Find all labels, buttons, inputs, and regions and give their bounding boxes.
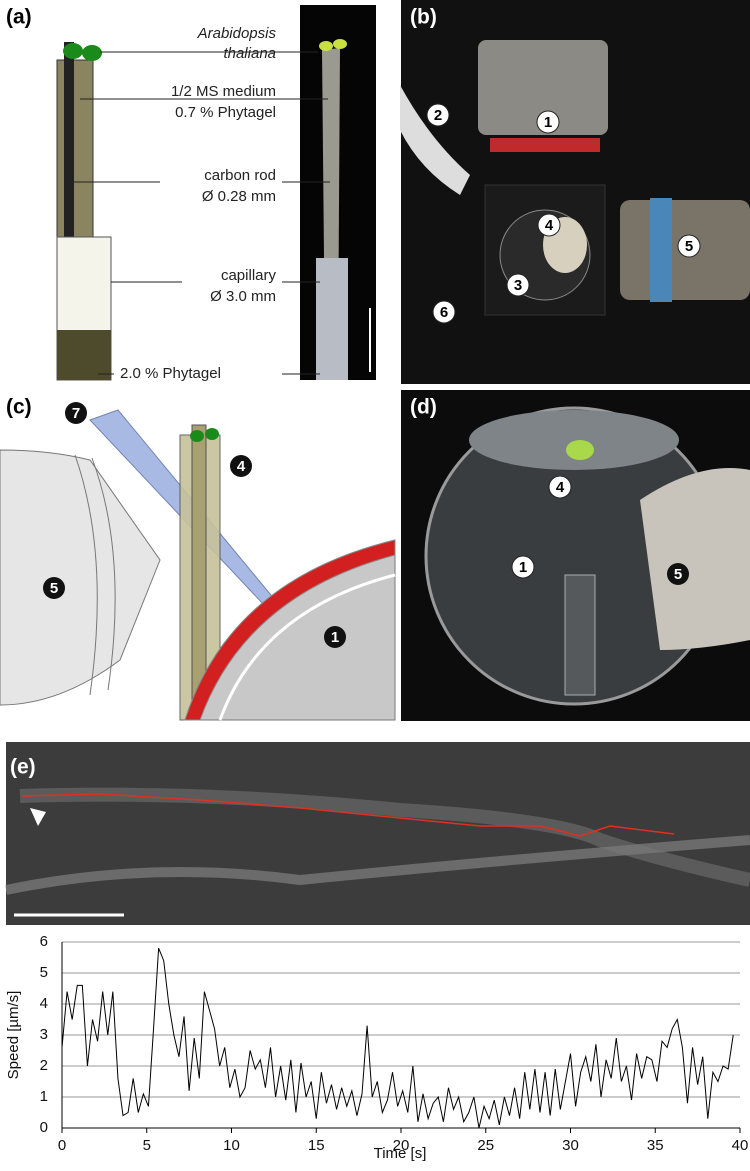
y-tick-label: 1 (40, 1088, 48, 1105)
panel-b: (b) 1 2 4 3 5 6 (400, 0, 750, 384)
marker: 1 (537, 111, 559, 133)
y-tick-label: 2 (40, 1057, 48, 1074)
marker: 4 (230, 455, 252, 477)
marker-label: 1 (331, 629, 339, 646)
marker-label: 4 (545, 217, 554, 234)
x-tick-label: 5 (143, 1137, 151, 1154)
panel-label: (d) (410, 396, 437, 419)
annotation: Ø 0.28 mm (202, 188, 276, 205)
marker: 6 (433, 301, 455, 323)
marker: 5 (43, 577, 65, 599)
marker: 1 (512, 556, 534, 578)
x-tick-label: 10 (223, 1137, 240, 1154)
marker-label: 5 (50, 580, 58, 597)
leaf (190, 430, 204, 442)
panel-a: Arabidopsis thaliana 1/2 MS medium 0.7 %… (6, 5, 376, 382)
x-tick-label: 20 (393, 1137, 410, 1154)
marker: 2 (427, 104, 449, 126)
objective-ring (490, 138, 600, 152)
leaf (63, 43, 83, 59)
panel-label: (c) (6, 396, 32, 419)
annotation: 0.7 % Phytagel (175, 104, 276, 121)
marker: 4 (538, 214, 560, 236)
leaf-photo (319, 41, 333, 51)
y-tick-label: 0 (40, 1119, 48, 1136)
x-tick-label: 0 (58, 1137, 66, 1154)
marker: 5 (667, 563, 689, 585)
annotation: thaliana (223, 45, 276, 62)
meniscus (469, 410, 679, 470)
capillary (565, 575, 595, 695)
annotation: Arabidopsis (197, 25, 277, 42)
panel-label: (e) (10, 756, 36, 779)
x-tick-label: 25 (477, 1137, 494, 1154)
y-tick-label: 3 (40, 1026, 48, 1043)
y-tick-label: 4 (40, 995, 48, 1012)
marker-label: 7 (72, 405, 80, 422)
marker-label: 4 (237, 458, 246, 475)
panel-e: (e) (6, 742, 750, 925)
panel-label: (b) (410, 6, 437, 29)
objective-ring (650, 198, 672, 302)
annotation: capillary (221, 267, 277, 284)
marker-label: 4 (556, 479, 565, 496)
marker: 1 (324, 626, 346, 648)
figure: Arabidopsis thaliana 1/2 MS medium 0.7 %… (0, 0, 750, 1166)
leaf (205, 428, 219, 440)
leaf-photo (333, 39, 347, 49)
marker: 4 (549, 476, 571, 498)
gel (57, 330, 111, 380)
x-tick-label: 15 (308, 1137, 325, 1154)
marker-label: 2 (434, 107, 442, 124)
y-axis-label: Speed [µm/s] (5, 991, 22, 1080)
speed-line (62, 948, 733, 1128)
marker-label: 5 (685, 238, 693, 255)
y-tick-label: 6 (40, 933, 48, 950)
annotation: Ø 3.0 mm (210, 288, 276, 305)
annotation: 2.0 % Phytagel (120, 365, 221, 382)
x-tick-label: 35 (647, 1137, 664, 1154)
seedling (566, 440, 594, 460)
marker: 3 (507, 274, 529, 296)
annotation: 1/2 MS medium (171, 83, 276, 100)
marker-label: 1 (519, 559, 527, 576)
y-tick-label: 5 (40, 964, 48, 981)
panel-c: (c) 7 4 5 1 (0, 396, 395, 720)
marker-label: 5 (674, 566, 682, 583)
objective-side (0, 450, 160, 705)
marker: 5 (678, 235, 700, 257)
marker-label: 6 (440, 304, 448, 321)
annotation: carbon rod (204, 167, 276, 184)
plunger (640, 468, 750, 650)
carbon-rod (64, 42, 74, 242)
x-tick-label: 40 (732, 1137, 749, 1154)
x-tick-label: 30 (562, 1137, 579, 1154)
marker-label: 1 (544, 114, 552, 131)
micrograph (6, 742, 750, 925)
leaf (82, 45, 102, 61)
panel-d: (d) 4 1 5 (401, 390, 750, 721)
panel-label: (a) (6, 6, 32, 29)
marker: 7 (65, 402, 87, 424)
capillary-photo (316, 258, 348, 380)
marker-label: 3 (514, 277, 522, 294)
